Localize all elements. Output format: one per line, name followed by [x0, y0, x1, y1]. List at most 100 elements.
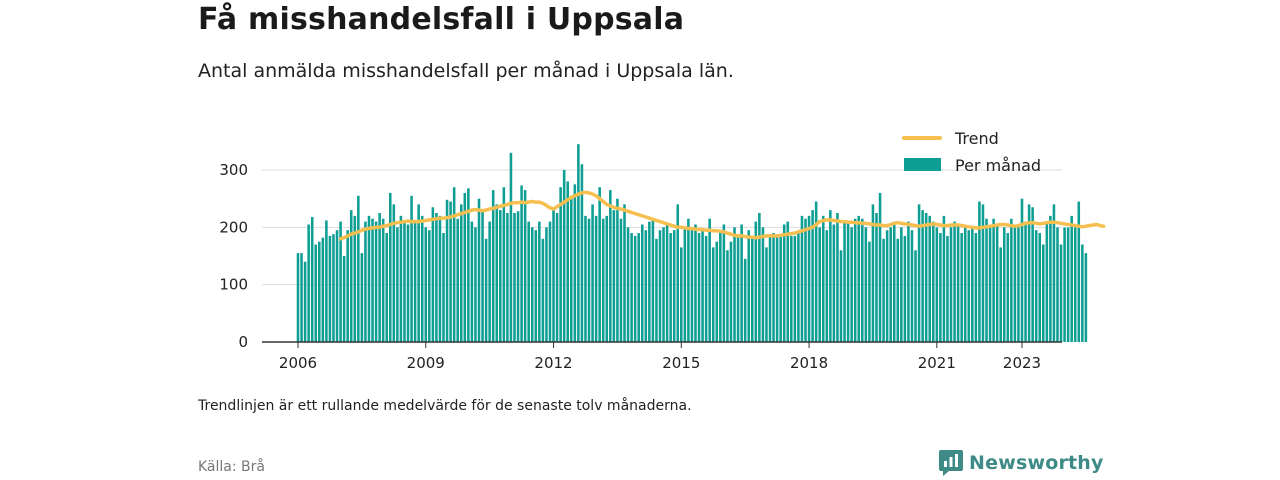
bar [818, 227, 821, 342]
bar [782, 224, 786, 342]
bar [690, 230, 694, 342]
bar [1081, 244, 1084, 342]
bar [974, 233, 978, 342]
bar [435, 213, 438, 342]
brand-logo[interactable]: Newsworthy [939, 450, 1104, 476]
bar [552, 210, 555, 342]
bar [573, 184, 577, 342]
bar [1052, 204, 1056, 342]
bar [569, 195, 573, 342]
bar [750, 235, 754, 342]
bar [1042, 244, 1045, 342]
bar [807, 215, 811, 342]
bar [711, 247, 715, 342]
bar [864, 227, 868, 342]
bar [1049, 215, 1052, 342]
bar [1027, 204, 1031, 342]
bar [431, 207, 435, 342]
bar [491, 190, 495, 342]
bar [591, 204, 594, 342]
bar [307, 224, 310, 342]
bar [314, 244, 318, 342]
bar [935, 227, 939, 342]
bar [1006, 233, 1010, 342]
bar [381, 218, 385, 342]
bar [775, 235, 779, 342]
bar [758, 213, 761, 342]
bar [804, 218, 807, 342]
bar [403, 221, 406, 342]
bar [658, 230, 662, 342]
bar [445, 199, 449, 342]
bar [566, 181, 570, 342]
bar [836, 213, 839, 342]
bar [1056, 227, 1059, 342]
x-tick-label: 2012 [534, 354, 572, 372]
bar [1010, 218, 1013, 342]
bar [1034, 230, 1038, 342]
bar [853, 218, 857, 342]
bar [651, 218, 655, 342]
bar [1031, 207, 1034, 342]
bar [1002, 227, 1006, 342]
bar [715, 241, 719, 342]
bar [910, 230, 914, 342]
bar [367, 215, 371, 342]
bar [399, 215, 403, 342]
bar [346, 230, 349, 342]
bar [687, 218, 690, 342]
x-tick-label: 2023 [1003, 354, 1041, 372]
bar [630, 233, 633, 342]
bar [488, 221, 491, 342]
bar [640, 224, 644, 342]
bar [850, 227, 853, 342]
bar [797, 233, 800, 342]
bar [616, 198, 619, 342]
bar [388, 192, 392, 342]
bar [1059, 244, 1063, 342]
bar [655, 238, 658, 342]
bar [396, 227, 399, 342]
bar [374, 221, 378, 342]
bar [637, 233, 640, 342]
bar [825, 230, 829, 342]
bar [310, 217, 314, 342]
bar [633, 235, 637, 342]
bar [1084, 253, 1088, 342]
bar [349, 210, 353, 342]
bar [896, 238, 900, 342]
bar [985, 218, 988, 342]
bar [971, 227, 974, 342]
bar [907, 221, 910, 342]
legend: Trend Per månad [902, 129, 1041, 175]
bar [601, 218, 605, 342]
bar [452, 187, 456, 342]
chart: 0 100 200 300 2006 2009 2012 2015 2018 2021 2023 T… [219, 129, 1106, 372]
bar [1066, 227, 1070, 342]
bar [811, 210, 814, 342]
bar [648, 221, 651, 342]
bar [999, 247, 1002, 342]
bar [701, 230, 704, 342]
bar [580, 164, 584, 342]
bar [509, 152, 513, 342]
bar [914, 250, 917, 342]
bar [449, 201, 452, 342]
bar [463, 192, 467, 342]
bar [413, 221, 417, 342]
chart-title: Få misshandelsfall i Uppsala [198, 2, 685, 37]
bar [499, 210, 502, 342]
bar [939, 233, 942, 342]
y-tick-label: 300 [219, 161, 248, 179]
bar [474, 227, 477, 342]
bar [459, 204, 463, 342]
bar [1063, 227, 1066, 342]
bar [335, 230, 339, 342]
bar [733, 227, 736, 342]
y-tick-label: 200 [219, 218, 248, 236]
bar [360, 253, 364, 342]
trend-series [338, 190, 1106, 241]
bar [619, 218, 623, 342]
bar [790, 235, 793, 342]
bar [584, 215, 587, 342]
